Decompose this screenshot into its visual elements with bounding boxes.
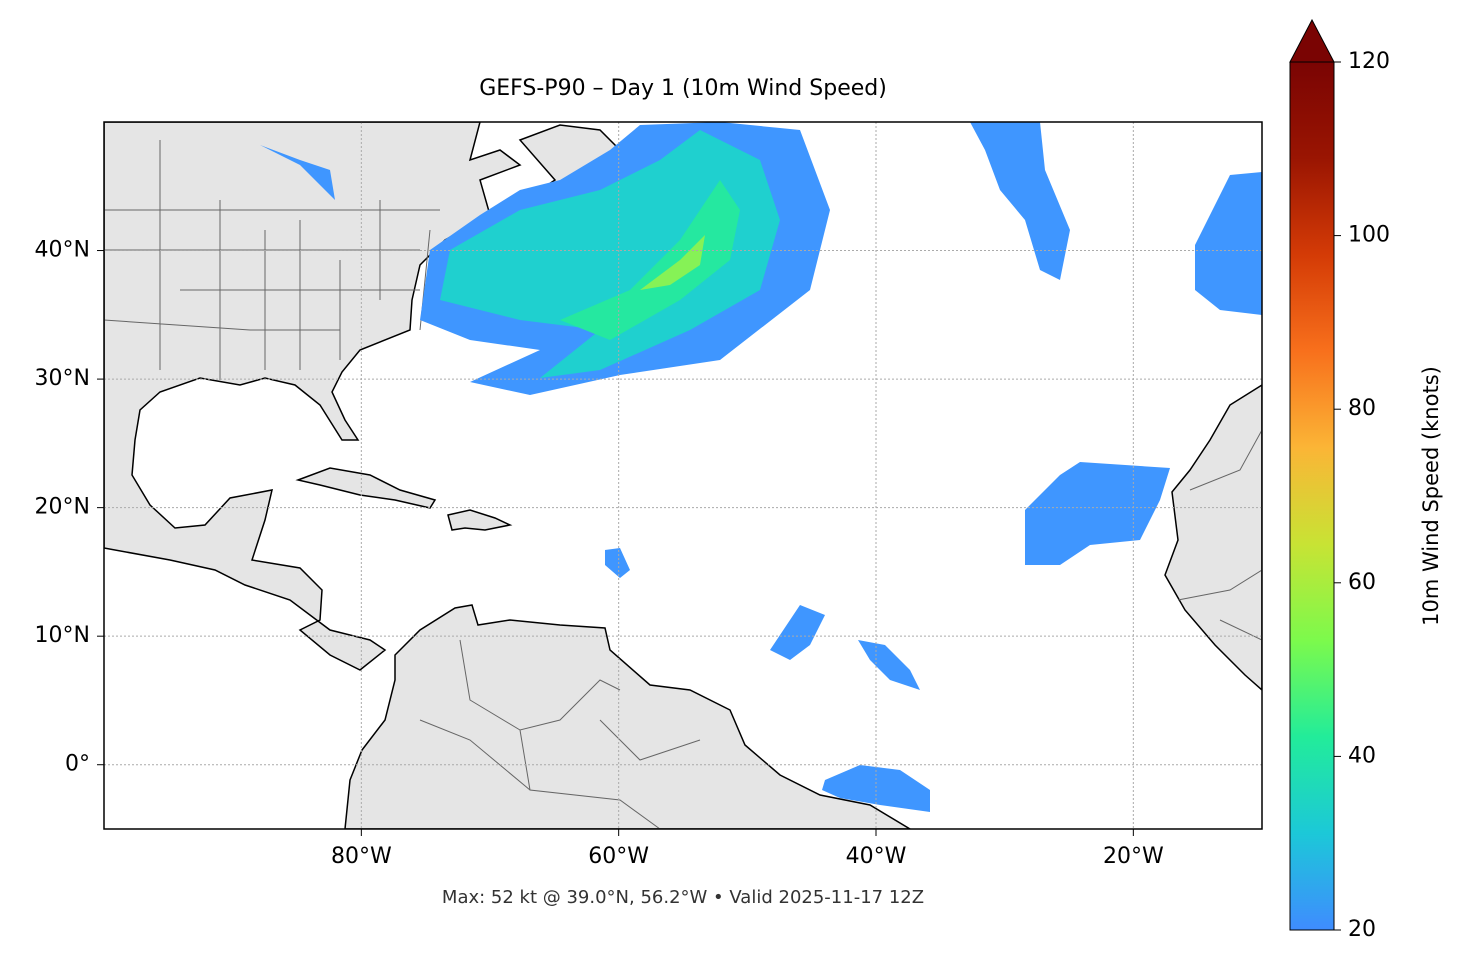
colorbar-tick-label: 20 [1348,917,1376,942]
colorbar-tick-label: 80 [1348,396,1376,421]
y-tick-label: 40°N [35,238,90,263]
land-hispaniola [447,509,513,531]
colorbar-tick-label: 40 [1348,743,1376,768]
wind-swath [440,130,780,378]
map-frame [103,121,1263,830]
y-tick-label: 30°N [35,366,90,391]
colorbar [1289,61,1335,931]
map-area [104,122,1262,829]
x-tick-label: 40°W [846,844,907,869]
land-north-america [104,122,522,671]
land-south-america [344,604,912,829]
map-title: GEFS-P90 – Day 1 (10m Wind Speed) [479,76,887,101]
caption: Max: 52 kt @ 39.0°N, 56.2°W • Valid 2025… [442,887,924,908]
colorbar-label: 10m Wind Speed (knots) [1419,366,1443,626]
wind-swath [560,180,740,340]
colorbar-tick-label: 100 [1348,223,1390,248]
y-tick-label: 20°N [35,495,90,520]
y-tick-label: 0° [65,752,90,777]
y-tick-label: 10°N [35,623,90,648]
axes: 80°W 60°W 40°W 20°W 0° 10°N 20°N 30°N 40°N [35,238,1164,869]
x-tick-label: 60°W [588,844,649,869]
colorbar-extend [1289,18,1335,63]
country-borders [419,429,1262,829]
colorbar-tick-label: 60 [1348,570,1376,595]
wind-swath [640,235,705,290]
state-borders [104,140,440,380]
land-cuba [295,467,437,509]
grid [104,122,1262,829]
x-tick-label: 80°W [331,844,392,869]
colorbar-tick-label: 120 [1348,49,1390,74]
land-africa [1164,384,1262,692]
x-tick-label: 20°W [1103,844,1164,869]
